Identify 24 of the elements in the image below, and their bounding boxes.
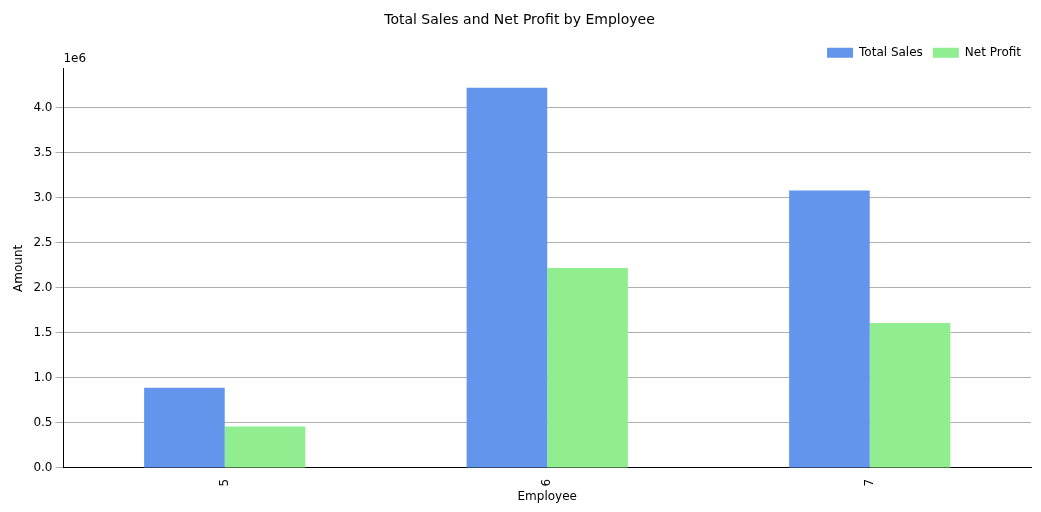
legend-label: Total Sales xyxy=(858,44,923,59)
y-tick-label: 1.5 xyxy=(33,324,53,339)
y-axis-title: Amount xyxy=(11,244,26,292)
bar xyxy=(869,322,951,468)
chart-title: Total Sales and Net Profit by Employee xyxy=(383,11,655,28)
y-tick-label: 0.0 xyxy=(33,460,53,475)
x-tick-label: 6 xyxy=(539,478,554,487)
y-tick-label: 2.0 xyxy=(33,279,53,294)
bar xyxy=(789,190,870,468)
x-tick-label: 5 xyxy=(216,478,231,487)
y-tick-label: 3.5 xyxy=(33,144,53,159)
bar xyxy=(466,87,548,468)
x-axis-title: Employee xyxy=(517,488,577,503)
y-tick-label: 0.5 xyxy=(33,415,53,430)
legend-label: Net Profit xyxy=(964,44,1022,59)
y-tick-label: 2.5 xyxy=(33,234,53,249)
text: 1e6 xyxy=(63,50,87,65)
y-tick-label: 1.0 xyxy=(33,369,53,384)
y-tick-label: 3.0 xyxy=(33,189,53,204)
bar xyxy=(144,387,225,468)
y-tick-label: 4.0 xyxy=(33,99,53,114)
x-tick-label: 7 xyxy=(861,478,876,487)
bar xyxy=(224,426,306,468)
bar xyxy=(547,267,628,468)
